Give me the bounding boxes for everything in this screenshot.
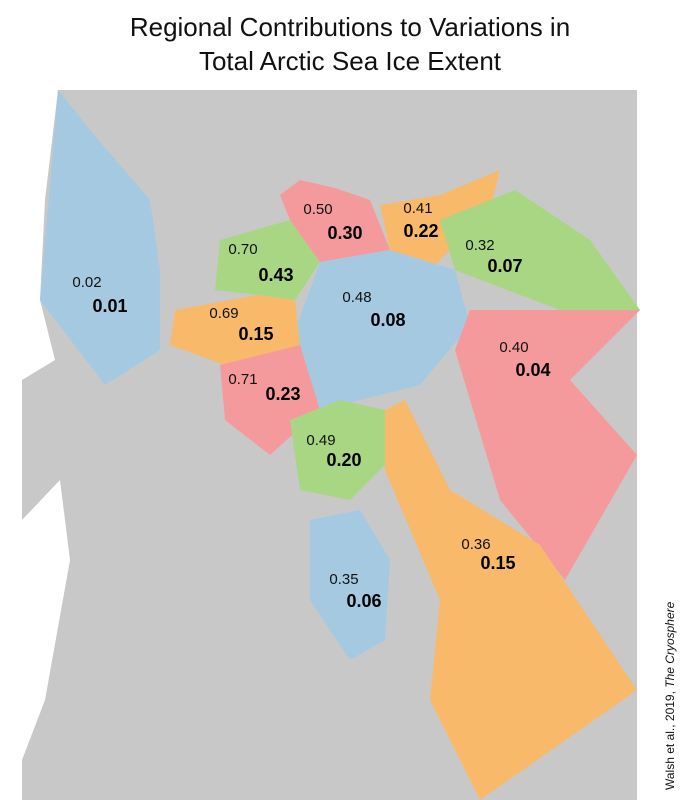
region: [310, 510, 390, 660]
region-value-upper: 0.35: [329, 571, 358, 588]
region-value-lower: 0.23: [265, 384, 300, 404]
region-value-upper: 0.49: [306, 432, 335, 449]
region-value-lower: 0.01: [92, 296, 127, 316]
regions: 0.02 0.01 0.700.43 0.50 0.30 0.41 0.22 0.32 0.07…: [40, 90, 640, 800]
region: [380, 170, 500, 265]
region-value-upper: 0.50: [303, 201, 332, 218]
region: [440, 190, 640, 310]
region-value-lower: 0.04: [515, 360, 550, 380]
credit: Walsh et al., 2019, The Cryosphere: [663, 601, 677, 790]
region-value-lower: 0.22: [403, 221, 438, 241]
title-line: Total Arctic Sea Ice Extent: [199, 46, 502, 76]
region: [295, 250, 470, 410]
region: [290, 400, 390, 500]
region-value-lower: 0.08: [370, 310, 405, 330]
ocean: [22, 90, 58, 380]
region: [280, 180, 390, 262]
region-value-lower: 0.06: [346, 591, 381, 611]
region-value-lower: 0.30: [327, 223, 362, 243]
region: [385, 400, 637, 800]
region-value-upper: 0.32: [465, 237, 494, 254]
region-value-lower: 0.43: [258, 265, 293, 285]
region-value-upper: 0.69: [209, 305, 238, 322]
region-value-upper: 0.41: [403, 200, 432, 217]
region-value-upper: 0.71: [228, 371, 257, 388]
region: [455, 310, 640, 580]
region: [170, 295, 300, 365]
region-value-upper: 0.40: [499, 339, 528, 356]
region-value-upper: 0.02: [72, 274, 101, 291]
credit-text: Walsh et al., 2019,: [663, 688, 677, 790]
title-line: Regional Contributions to Variations in: [130, 12, 570, 42]
ocean: [22, 480, 70, 760]
region-value-upper: 0.70: [228, 241, 257, 258]
region-value-upper: 0.48: [342, 289, 371, 306]
region-value-upper: 0.36: [461, 536, 490, 553]
region: [215, 220, 320, 300]
region-value-lower: 0.15: [480, 553, 515, 573]
region-value-lower: 0.15: [238, 324, 273, 344]
region: [40, 90, 160, 385]
region-value-lower: 0.07: [487, 256, 522, 276]
credit-journal: The Cryosphere: [663, 601, 677, 687]
region-value-lower: 0.20: [326, 450, 361, 470]
